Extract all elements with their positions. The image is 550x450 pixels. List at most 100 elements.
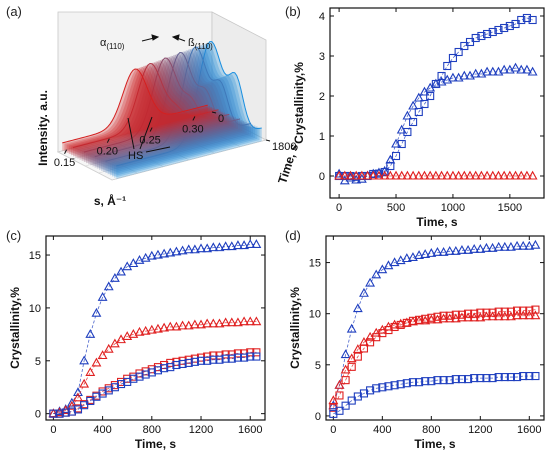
panel-b-point-triangle	[413, 92, 424, 102]
panel-d-point-square	[519, 371, 528, 381]
panel-d-point-square	[445, 376, 454, 385]
panel-a-spectrum-line	[62, 68, 208, 144]
panel-c-point-square	[252, 352, 261, 361]
panel-a-spectrum-fill	[75, 62, 221, 158]
panel-d-point-triangle	[493, 241, 504, 251]
panel-b-point-triangle	[385, 170, 396, 180]
panel-b-point-square	[500, 23, 509, 33]
panel-d-point-triangle	[346, 353, 357, 363]
panel-d-point-triangle	[493, 311, 504, 321]
panel-a-spectrum-fill	[111, 43, 258, 177]
panel-c-point-triangle	[196, 243, 206, 253]
panel-c: (c) 0 400 800 1200 1600 0 5 10 15 Time, s Crystall…	[6, 228, 266, 450]
panel-b-xlabel: Time, s	[416, 215, 457, 229]
panel-d-point-square	[408, 378, 418, 387]
panel-d-point-triangle	[530, 310, 541, 320]
panel-b-point-triangle	[448, 170, 458, 180]
panel-b-point-triangle	[385, 154, 396, 164]
panel-c-point-square	[203, 356, 212, 365]
panel-d-point-triangle	[328, 395, 339, 405]
panel-c-point-triangle	[196, 319, 206, 329]
panel-c-point-square	[240, 353, 249, 362]
panel-b-point-triangle	[413, 170, 424, 180]
panel-b-point-triangle	[516, 170, 527, 180]
panel-d-point-square	[476, 308, 485, 317]
panel-a-xtick-label: 0.15	[54, 157, 75, 169]
panel-a-spectra	[62, 41, 262, 179]
panel-b: (b) 0 500 1000 1500 0 1 2 3 4 Time, s Crystallinit…	[285, 4, 545, 229]
panel-d-point-triangle	[401, 317, 412, 327]
panel-d-xtick-label: 400	[373, 424, 391, 436]
panel-d-point-triangle	[408, 316, 418, 326]
panel-a-spectrum-fill	[68, 65, 215, 155]
panel-b-point-square	[477, 31, 486, 41]
panel-c-point-triangle	[226, 241, 237, 251]
panel-c-point-triangle	[60, 405, 71, 415]
panel-b-ytick-label: 3	[319, 51, 325, 63]
panel-d-point-triangle	[395, 318, 406, 328]
panel-d-point-square	[427, 313, 436, 322]
panel-c-series-1-fit-line	[53, 321, 257, 415]
panel-b-point-triangle	[396, 124, 407, 134]
panel-c-point-triangle	[85, 329, 96, 338]
panel-c-point-triangle	[109, 338, 120, 348]
panel-a-label: (a)	[6, 4, 22, 19]
panel-a-spectrum-fill	[98, 50, 245, 170]
panel-d-point-square	[476, 374, 485, 383]
panel-c-frame	[45, 235, 266, 421]
panel-d-point-square	[464, 375, 473, 384]
panel-d-point-square	[335, 391, 344, 400]
panel-d-point-square	[513, 306, 522, 315]
panel-d-point-triangle	[444, 313, 455, 323]
panel-c-point-square	[147, 368, 156, 377]
panel-d-point-square	[335, 406, 344, 415]
panel-d-point-triangle	[518, 310, 529, 320]
panel-c-point-square	[233, 349, 242, 358]
panel-b-series-2	[334, 170, 538, 180]
panel-b-point-triangle	[408, 170, 419, 180]
panel-d-point-square	[470, 374, 479, 383]
panel-b-point-triangle	[476, 170, 487, 180]
panel-d-ytick-label: 5	[315, 360, 321, 372]
panel-a-spectrum-line	[83, 57, 230, 153]
panel-b-point-square	[483, 29, 492, 39]
panel-a-ztick-mark	[211, 111, 217, 114]
panel-b-point-square	[505, 21, 514, 31]
panel-b-point-triangle	[527, 66, 538, 76]
panel-c-point-triangle	[97, 292, 108, 301]
panel-d-point-triangle	[518, 240, 529, 250]
panel-c-point-triangle	[146, 250, 157, 260]
panel-d-point-triangle	[512, 240, 522, 250]
panel-b-point-triangle	[408, 100, 419, 110]
panel-c-point-triangle	[245, 316, 256, 326]
panel-b-point-triangle	[470, 170, 481, 180]
panel-b-point-triangle	[442, 170, 453, 180]
panel-d-point-triangle	[420, 249, 431, 258]
panel-b-xtick-label: 1000	[441, 202, 465, 214]
panel-c-point-triangle	[202, 243, 213, 253]
panel-a-grid-line	[98, 132, 253, 174]
panel-d-xtick-label: 1200	[468, 424, 492, 436]
panel-d-point-triangle	[371, 269, 382, 279]
panel-b-series-1	[334, 62, 538, 185]
panel-c-point-square	[55, 409, 64, 418]
panel-c-point-square	[49, 409, 58, 418]
panel-d-point-square	[347, 362, 356, 371]
panel-c-series-0	[48, 239, 262, 418]
panel-d-point-square	[445, 311, 454, 320]
panel-b-point-square	[403, 127, 412, 137]
panel-a-spectrum-fill	[114, 42, 260, 178]
panel-d-ytick-label: 15	[309, 258, 321, 270]
panel-a-spectrum-fill	[116, 41, 262, 179]
panel-b-ytick-label: 0	[319, 171, 325, 183]
panel-d-point-triangle	[408, 252, 418, 262]
panel-c-point-triangle	[165, 321, 176, 331]
panel-c-point-triangle	[159, 248, 170, 258]
panel-a-xtick-label: 0.25	[139, 135, 160, 147]
panel-d-point-square	[500, 373, 509, 382]
panel-b-point-triangle	[425, 170, 436, 180]
panel-b-frame	[329, 7, 545, 199]
panel-d-point-triangle	[481, 311, 492, 321]
panel-d-point-triangle	[395, 255, 406, 265]
panel-c-point-triangle	[79, 355, 90, 365]
